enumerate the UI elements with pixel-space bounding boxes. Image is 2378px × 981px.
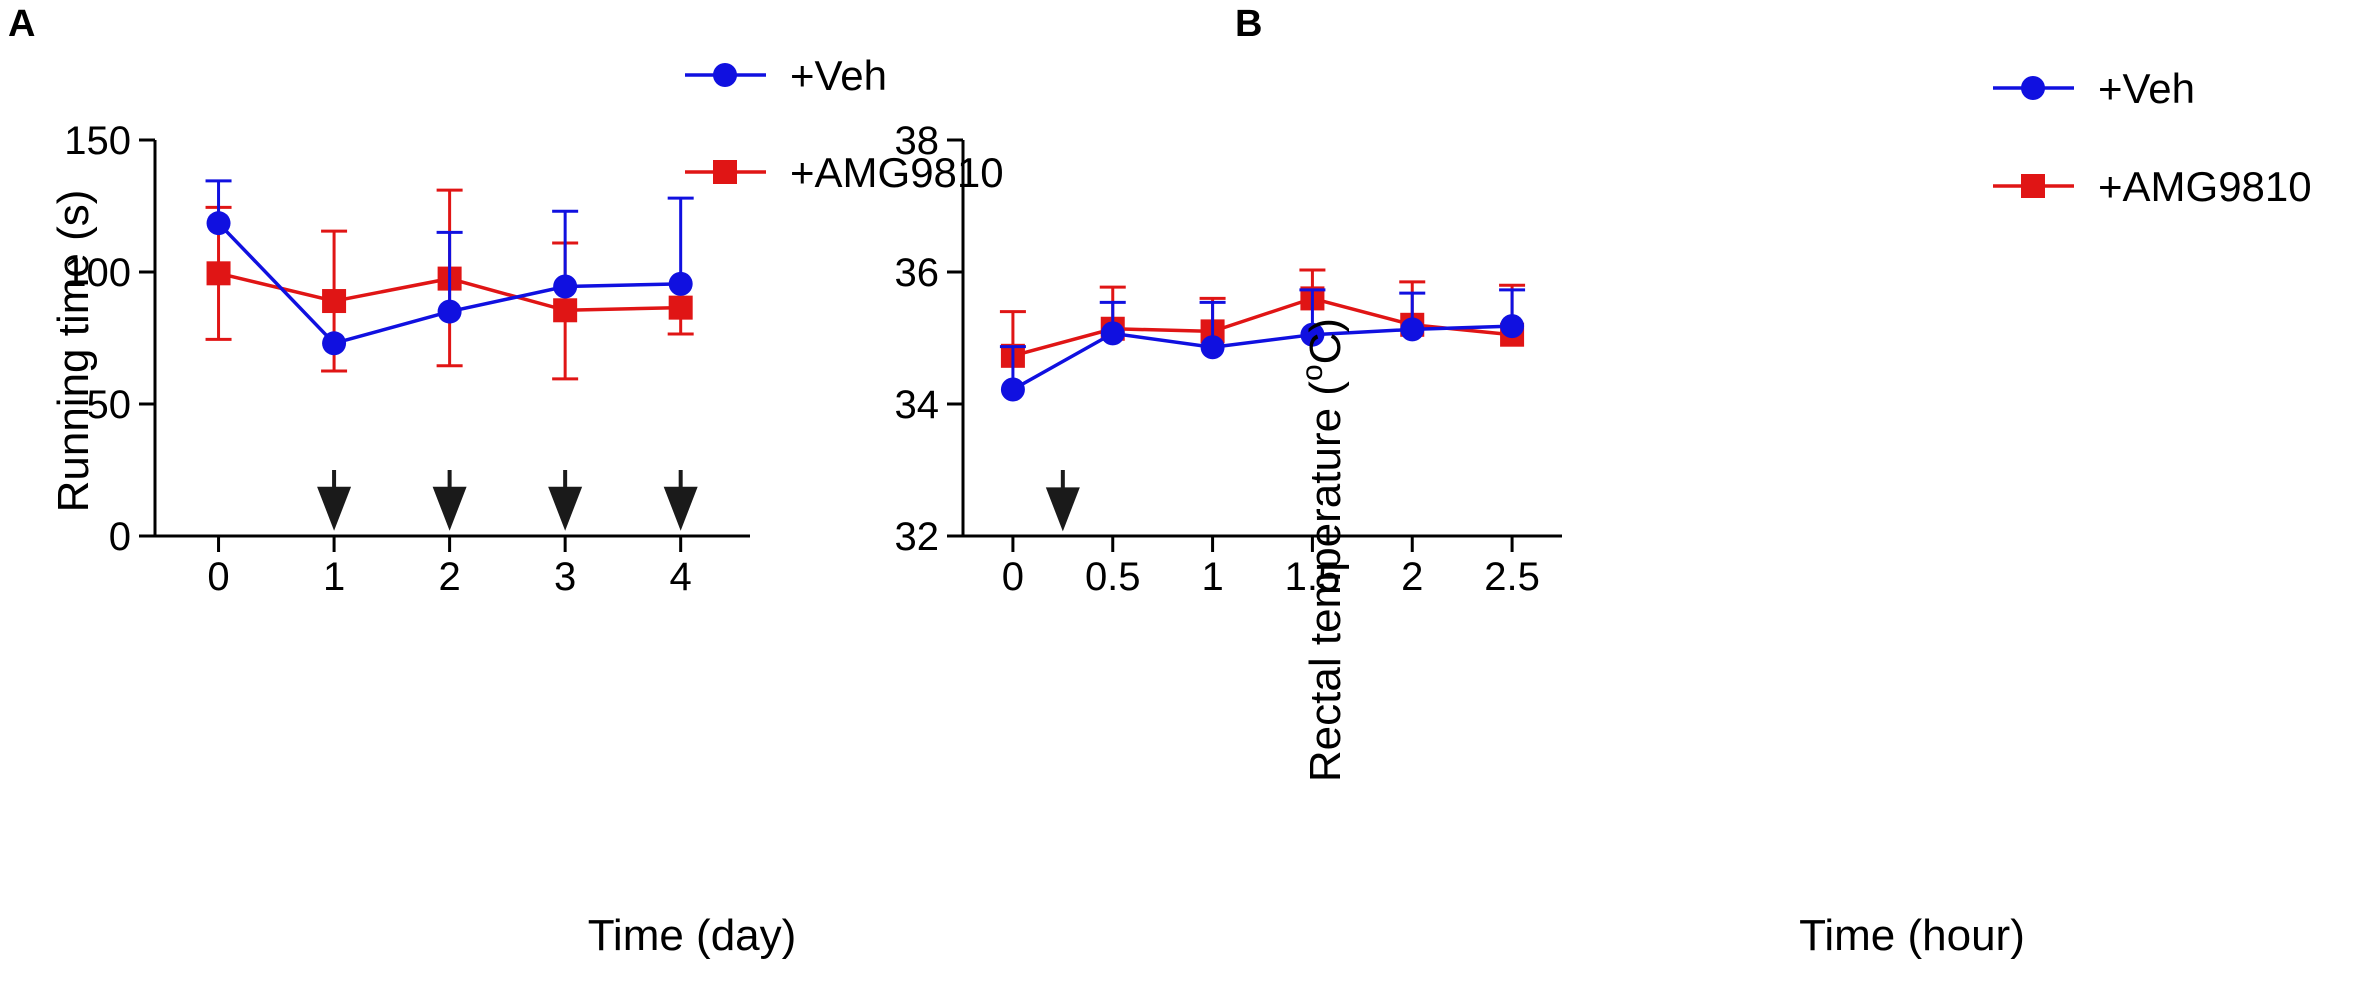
x-tick-label: 1.5 [1285,555,1341,599]
legend-amg9810-marker [713,160,737,184]
x-tick-label: 0 [207,555,229,599]
panel-a-axes: 0 50 100 150 0 1 2 3 4 [64,119,750,599]
legend-amg9810-label: +AMG9810 [790,149,1004,196]
y-tick-label: 50 [87,383,132,427]
arrow-down-icon [1045,487,1080,532]
data-point [206,211,231,236]
series-line [1012,324,1513,392]
legend-amg9810-label: +AMG9810 [2098,163,2312,210]
panel-a-arrows [317,470,698,531]
series-veh [205,179,694,356]
panel-b-legend: +Veh +AMG9810 [1993,65,2312,210]
legend-amg9810-marker [2021,174,2045,198]
panel-a-x-axis-title: Time (day) [588,911,797,960]
y-tick-label: 0 [109,515,131,559]
panel-b-y-title-main: Rectal temperature ( [1301,381,1350,782]
legend-veh-marker [2021,76,2045,100]
y-tick-label: 32 [895,515,940,559]
data-point [553,274,578,299]
series-veh [999,288,1526,402]
panel-b-y-title-degree: o [1296,364,1329,381]
data-point [437,299,462,324]
x-tick-label: 3 [554,555,576,599]
data-point [322,331,347,356]
y-tick-label: 34 [895,383,940,427]
data-point [1200,335,1225,360]
y-tick-label: 38 [895,119,940,163]
x-tick-label: 2 [1401,555,1423,599]
panel-b-y-axis-title: Rectal temperature (oC) [1296,318,1350,782]
panel-b: B 32 34 36 38 0 0.5 1 1.5 2 2.5 Time (hour) Recta… [895,3,2312,960]
data-point [1100,321,1125,346]
data-point [206,261,231,286]
data-point [1400,317,1425,342]
data-point [1300,322,1325,347]
x-tick-label: 2.5 [1484,555,1540,599]
x-tick-label: 0.5 [1085,555,1141,599]
legend-veh-label: +Veh [790,52,887,99]
panel-b-axes: 32 34 36 38 0 0.5 1 1.5 2 2.5 [895,119,1562,599]
panel-b-label: B [1235,3,1262,45]
y-tick-label: 150 [64,119,131,163]
panel-a-y-axis-title: Running time (s) [49,190,98,513]
panel-a-label: A [8,3,35,45]
data-point [668,271,693,296]
panel-b-arrows [1045,470,1080,532]
x-tick-label: 0 [1002,555,1024,599]
x-tick-label: 1 [323,555,345,599]
arrow-down-icon [548,486,583,531]
data-point [668,295,693,320]
panel-a-series [205,179,694,381]
legend-veh-label: +Veh [2098,65,2195,112]
arrow-down-icon [663,486,698,531]
data-point [322,289,347,314]
series-line [1012,296,1513,358]
x-tick-label: 4 [670,555,692,599]
y-tick-label: 100 [64,251,131,295]
legend-veh-marker [713,63,737,87]
x-tick-label: 1 [1201,555,1223,599]
panel-a-legend: +Veh +AMG9810 [685,52,1004,196]
y-tick-label: 36 [895,251,940,295]
panel-b-series [999,268,1526,402]
data-point [1000,377,1025,402]
panel-b-x-axis-title: Time (hour) [1799,911,2025,960]
panel-b-y-title-end: C) [1301,318,1350,364]
data-point [553,298,578,323]
data-point [1500,314,1525,339]
arrow-down-icon [317,486,352,531]
x-tick-label: 2 [438,555,460,599]
arrow-down-icon [432,486,467,531]
